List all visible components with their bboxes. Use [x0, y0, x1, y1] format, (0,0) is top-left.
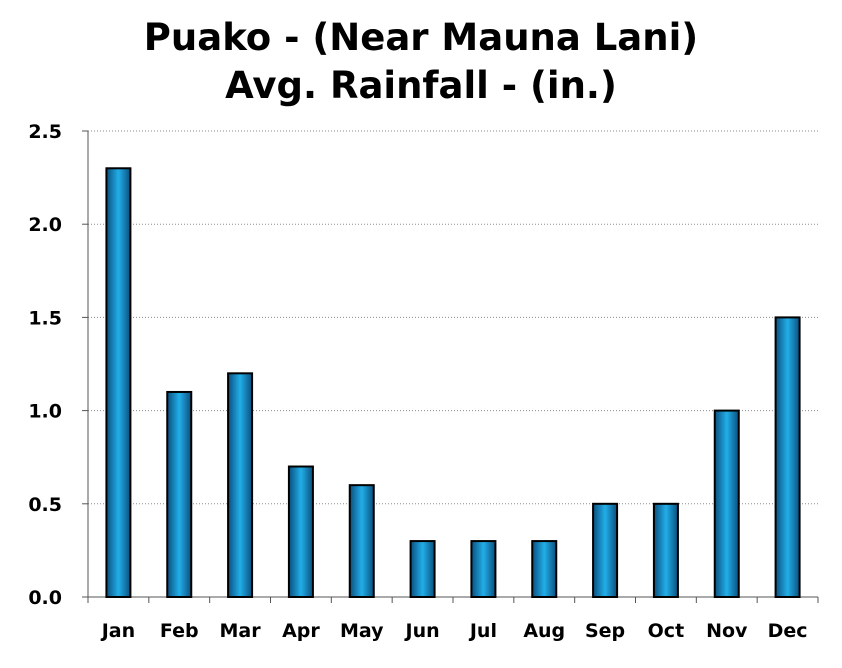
y-tick-label-1: 0.5 — [28, 494, 62, 516]
y-tick-label-4: 2.0 — [28, 214, 62, 236]
bar-nov — [713, 409, 740, 598]
x-tick-label-feb: Feb — [160, 620, 199, 642]
x-tick-label-dec: Dec — [768, 620, 808, 642]
y-tick-label-3: 1.5 — [28, 307, 62, 329]
x-tick-label-jul: Jul — [468, 620, 497, 642]
x-tick-labels: Jan Feb Mar Apr May Jun Jul Aug Sep Oct Nov Dec — [100, 620, 808, 642]
y-tick-labels: 0.0 0.5 1.0 1.5 2.0 2.5 — [28, 121, 62, 609]
bar-jun — [409, 540, 436, 599]
bar-jan — [105, 167, 132, 598]
chart-title-line-2: Avg. Rainfall - (in.) — [225, 64, 617, 107]
bar-oct — [652, 502, 679, 598]
x-tick-label-oct: Oct — [648, 620, 685, 642]
bar-may — [348, 484, 375, 598]
y-tick-label-2: 1.0 — [28, 401, 62, 423]
chart-title: Puako - (Near Mauna Lani) Avg. Rainfall … — [0, 14, 842, 110]
x-tick-label-sep: Sep — [585, 620, 625, 642]
bar-dec — [774, 316, 801, 598]
x-tick-label-apr: Apr — [282, 620, 320, 642]
y-tick-label-5: 2.5 — [28, 121, 62, 143]
x-tick-label-jan: Jan — [100, 620, 135, 642]
chart-title-line-1: Puako - (Near Mauna Lani) — [143, 16, 699, 59]
x-tick-label-nov: Nov — [706, 620, 748, 642]
x-tick-label-may: May — [340, 620, 384, 642]
bar-aug — [531, 540, 558, 599]
bar-mar — [227, 372, 254, 598]
bar-jul — [470, 540, 497, 599]
x-tick-label-mar: Mar — [220, 620, 262, 642]
bar-sep — [592, 502, 619, 598]
bars — [105, 167, 801, 599]
x-tick-label-jun: Jun — [404, 620, 440, 642]
gridlines — [88, 130, 818, 505]
x-tick-label-aug: Aug — [523, 620, 565, 642]
axes — [82, 130, 819, 603]
bar-apr — [287, 465, 314, 598]
bar-feb — [166, 390, 193, 598]
y-tick-label-0: 0.0 — [28, 587, 62, 609]
